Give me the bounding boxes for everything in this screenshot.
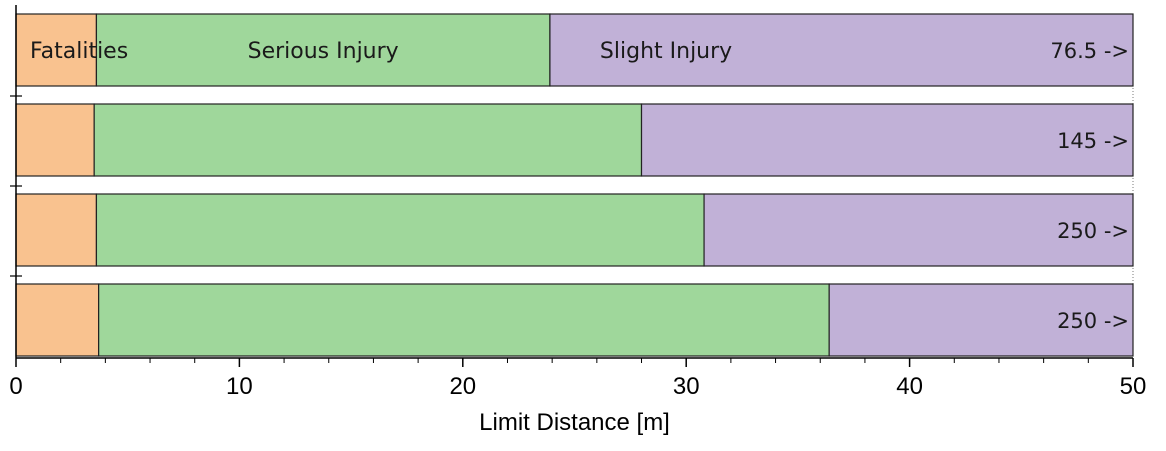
segment-label-slight-injury: Slight Injury — [600, 39, 732, 64]
bar-row-1-fatalities — [15, 13, 98, 87]
x-tick-label: 40 — [896, 373, 923, 400]
bar-row-3-fatalities — [15, 193, 98, 267]
row-separator — [15, 175, 1134, 195]
segment-labels: Fatalities Serious Injury Slight Injury — [30, 39, 732, 64]
end-labels: 76.5 -> 145 -> 250 -> 250 -> — [1050, 39, 1129, 333]
bar-row-2-slight-injury — [640, 103, 1134, 177]
x-tick-label: 50 — [1120, 373, 1147, 400]
row-separator — [15, 265, 1134, 285]
axes-group — [15, 5, 1134, 367]
bar-row-4-slight-injury — [828, 283, 1134, 357]
bar-row-3-slight-injury — [703, 193, 1134, 267]
bar-row-4-serious-injury — [98, 283, 830, 357]
x-axis-ticks: 0 10 20 30 40 50 — [9, 373, 1146, 400]
bars-group — [10, 13, 1134, 357]
end-label-row-4: 250 -> — [1057, 309, 1129, 333]
x-axis-title: Limit Distance [m] — [479, 409, 670, 436]
end-label-row-2: 145 -> — [1057, 129, 1129, 153]
bar-row-3-serious-injury — [95, 193, 705, 267]
row-separator — [15, 85, 1134, 105]
x-tick-label: 20 — [449, 373, 476, 400]
segment-label-serious-injury: Serious Injury — [248, 39, 399, 64]
end-label-row-1: 76.5 -> — [1050, 39, 1129, 63]
bar-row-2-fatalities — [15, 103, 95, 177]
bar-row-4-fatalities — [15, 283, 100, 357]
bar-row-2-serious-injury — [93, 103, 643, 177]
x-tick-label: 30 — [673, 373, 700, 400]
bar-row-1-slight-injury — [549, 13, 1134, 87]
bar-row-1-serious-injury — [95, 13, 551, 87]
segment-label-fatalities: Fatalities — [30, 39, 128, 64]
x-tick-label: 0 — [9, 373, 22, 400]
end-label-row-3: 250 -> — [1057, 219, 1129, 243]
x-tick-label: 10 — [226, 373, 253, 400]
